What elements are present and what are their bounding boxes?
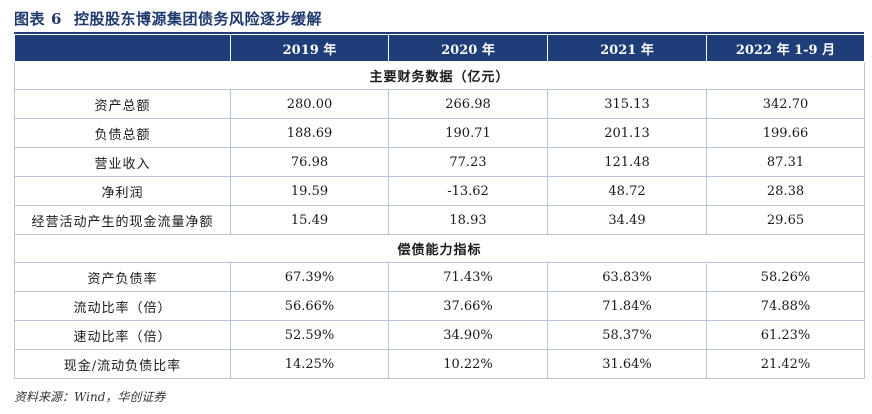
cell-value: 14.25%: [230, 349, 389, 379]
row-label: 净利润: [14, 176, 231, 206]
row-label: 负债总额: [14, 118, 231, 148]
table-row: 资产负债率 67.39% 71.43% 63.83% 58.26%: [14, 262, 865, 292]
section-row: 主要财务数据（亿元）: [14, 61, 865, 90]
row-label: 速动比率（倍）: [14, 320, 231, 350]
cell-value: 29.65: [706, 205, 865, 235]
cell-value: 37.66%: [388, 291, 548, 321]
cell-value: 18.93: [388, 205, 548, 235]
cell-value: 21.42%: [706, 349, 865, 379]
row-label: 营业收入: [14, 147, 231, 177]
figure-caption: 控股股东博源集团债务风险逐步缓解: [73, 10, 322, 28]
cell-value: 76.98: [230, 147, 389, 177]
cell-value: 87.31: [706, 147, 865, 177]
cell-value: 199.66: [706, 118, 865, 148]
cell-value: 121.48: [547, 147, 707, 177]
cell-value: 58.37%: [547, 320, 707, 350]
header-row: 2019 年 2020 年 2021 年 2022 年 1-9 月: [14, 34, 865, 62]
table-row: 资产总额 280.00 266.98 315.13 342.70: [14, 89, 865, 119]
table-row: 现金/流动负债比率 14.25% 10.22% 31.64% 21.42%: [14, 349, 865, 379]
row-label: 资产总额: [14, 89, 231, 119]
header-col-2021: 2021 年: [547, 34, 707, 62]
cell-value: 58.26%: [706, 262, 865, 292]
table-row: 营业收入 76.98 77.23 121.48 87.31: [14, 147, 865, 177]
cell-value: 315.13: [547, 89, 707, 119]
table-row: 经营活动产生的现金流量净额 15.49 18.93 34.49 29.65: [14, 205, 865, 235]
header-col-2019: 2019 年: [230, 34, 389, 62]
table-row: 负债总额 188.69 190.71 201.13 199.66: [14, 118, 865, 148]
cell-value: 28.38: [706, 176, 865, 206]
section-row: 偿债能力指标: [14, 234, 865, 263]
cell-value: 71.43%: [388, 262, 548, 292]
cell-value: 63.83%: [547, 262, 707, 292]
cell-value: 74.88%: [706, 291, 865, 321]
cell-value: 342.70: [706, 89, 865, 119]
cell-value: 19.59: [230, 176, 389, 206]
row-label: 流动比率（倍）: [14, 291, 231, 321]
table-row: 净利润 19.59 -13.62 48.72 28.38: [14, 176, 865, 206]
cell-value: 67.39%: [230, 262, 389, 292]
cell-value: 280.00: [230, 89, 389, 119]
cell-value: 61.23%: [706, 320, 865, 350]
table-row: 速动比率（倍） 52.59% 34.90% 58.37% 61.23%: [14, 320, 865, 350]
row-label: 经营活动产生的现金流量净额: [14, 205, 231, 235]
source-note: 资料来源：Wind，华创证券: [14, 390, 166, 404]
header-col-2022: 2022 年 1-9 月: [706, 34, 865, 62]
cell-value: 52.59%: [230, 320, 389, 350]
cell-value: 15.49: [230, 205, 389, 235]
cell-value: 190.71: [388, 118, 548, 148]
cell-value: 10.22%: [388, 349, 548, 379]
cell-value: 31.64%: [547, 349, 707, 379]
header-blank: [14, 34, 231, 62]
section-heading-financials: 主要财务数据（亿元）: [14, 61, 865, 90]
cell-value: 56.66%: [230, 291, 389, 321]
row-label: 现金/流动负债比率: [14, 349, 231, 379]
cell-value: 71.84%: [547, 291, 707, 321]
cell-value: -13.62: [388, 176, 548, 206]
cell-value: 77.23: [388, 147, 548, 177]
header-col-2020: 2020 年: [388, 34, 548, 62]
cell-value: 48.72: [547, 176, 707, 206]
cell-value: 34.49: [547, 205, 707, 235]
cell-value: 34.90%: [388, 320, 548, 350]
table-row: 流动比率（倍） 56.66% 37.66% 71.84% 74.88%: [14, 291, 865, 321]
figure-title: 图表 6 控股股东博源集团债务风险逐步缓解: [14, 8, 322, 29]
debt-risk-table: 2019 年 2020 年 2021 年 2022 年 1-9 月 主要财务数据…: [14, 34, 865, 379]
cell-value: 266.98: [388, 89, 548, 119]
cell-value: 201.13: [547, 118, 707, 148]
row-label: 资产负债率: [14, 262, 231, 292]
figure-label: 图表: [14, 10, 46, 28]
cell-value: 188.69: [230, 118, 389, 148]
table-top-rule: [14, 32, 864, 34]
figure-number: 6: [51, 10, 62, 28]
section-heading-solvency: 偿债能力指标: [14, 234, 865, 263]
